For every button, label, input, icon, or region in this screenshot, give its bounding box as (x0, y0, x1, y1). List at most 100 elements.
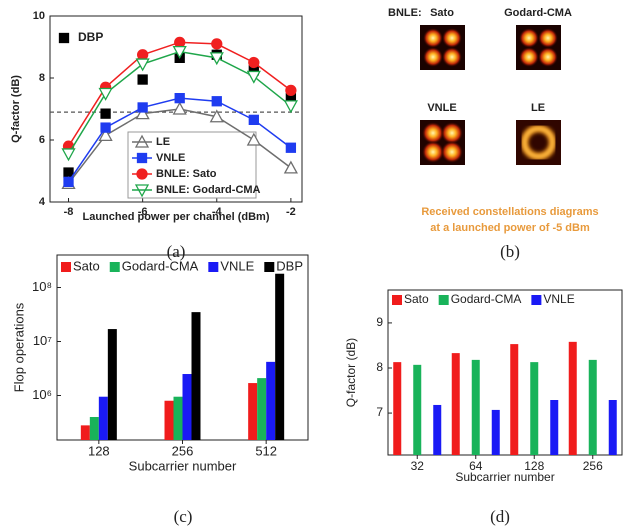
y-tick-label: 7 (376, 405, 383, 419)
caption: (d) (490, 507, 510, 526)
marker (175, 94, 184, 103)
legend-label: BNLE: Sato (156, 168, 217, 180)
bar (492, 410, 500, 455)
legend-marker (60, 34, 69, 43)
x-tick-label: 256 (583, 459, 603, 473)
diagram-title: Sato (430, 7, 454, 19)
x-tick-label: 32 (411, 459, 425, 473)
marker (175, 37, 185, 47)
legend-label: BNLE: Godard-CMA (156, 184, 261, 196)
y-tick-label: 8 (376, 360, 383, 374)
bar (609, 400, 617, 455)
legend-swatch (264, 262, 274, 272)
bar (472, 360, 480, 455)
marker (101, 109, 110, 118)
y-tick-label: 10⁶ (32, 387, 52, 402)
x-tick-label: -4 (212, 206, 223, 218)
bar (108, 329, 117, 440)
marker (138, 75, 147, 84)
legend-label: DBP (78, 30, 103, 44)
bar (530, 362, 538, 455)
y-tick-label: 10⁷ (33, 333, 52, 348)
marker (138, 50, 148, 60)
marker (174, 103, 186, 114)
bar (266, 362, 275, 440)
marker (285, 162, 297, 173)
y-tick-label: 10 (33, 10, 45, 22)
constellation (420, 25, 465, 70)
legend-label: Sato (73, 258, 100, 273)
diagram-title: VNLE (427, 102, 456, 114)
x-axis-label: Launched power per channel (dBm) (82, 211, 269, 223)
bar (550, 400, 558, 455)
marker (286, 85, 296, 95)
caption: (c) (174, 507, 193, 526)
note: Received constellations diagrams (421, 206, 598, 218)
bar (257, 378, 266, 440)
legend-label: VNLE (156, 152, 185, 164)
legend-label: Godard-CMA (122, 258, 199, 273)
marker (138, 103, 147, 112)
bar (174, 397, 183, 440)
marker (249, 115, 258, 124)
legend-swatch (61, 262, 71, 272)
bar (452, 353, 460, 455)
bar (275, 274, 284, 440)
marker (285, 101, 297, 112)
y-tick-label: 9 (376, 315, 383, 329)
diagram-title: Godard-CMA (504, 7, 572, 19)
bar (248, 383, 257, 440)
figure: BNLE: Sato Godard-CMA VNLE LE Received c… (0, 0, 633, 529)
legend-swatch (531, 295, 541, 305)
legend-label: LE (156, 136, 170, 148)
marker (212, 39, 222, 49)
bar (81, 425, 90, 440)
legend-swatch (110, 262, 120, 272)
x-tick-label: 64 (469, 459, 483, 473)
y-axis-label: Q-factor (dB) (10, 75, 22, 143)
y-tick-label: 8 (39, 72, 45, 84)
caption: (b) (500, 242, 520, 261)
legend-label: DBP (276, 258, 303, 273)
legend-label: Godard-CMA (451, 292, 522, 306)
marker (212, 97, 221, 106)
plot-frame (388, 290, 622, 455)
marker (101, 123, 110, 132)
x-axis-label: Subcarrier number (129, 458, 237, 473)
panel-b: BNLE: Sato Godard-CMA VNLE LE Received c… (388, 7, 599, 261)
bar (589, 360, 597, 455)
x-tick-label: 128 (524, 459, 544, 473)
legend-swatch (208, 262, 218, 272)
constellation (516, 120, 561, 165)
bar (393, 362, 401, 455)
bar (183, 374, 192, 440)
marker (63, 149, 75, 160)
legend-label: VNLE (220, 258, 254, 273)
x-tick-label: 128 (88, 443, 110, 458)
constellation (420, 120, 465, 165)
legend-label: VNLE (543, 292, 574, 306)
x-tick-label: 256 (172, 443, 194, 458)
y-tick-label: 4 (39, 196, 46, 208)
y-tick-label: 10⁸ (32, 279, 52, 294)
y-axis-label: Flop operations (11, 302, 26, 392)
y-axis-label: Q-factor (dB) (344, 338, 358, 407)
x-tick-label: -6 (138, 206, 148, 218)
marker (137, 59, 149, 70)
bar (90, 417, 99, 440)
x-tick-label: 512 (255, 443, 277, 458)
panel-label: BNLE: (388, 7, 422, 19)
bar (413, 365, 421, 455)
marker (64, 177, 73, 186)
x-tick-label: -2 (286, 206, 296, 218)
bar (192, 312, 201, 440)
legend-swatch (392, 295, 402, 305)
x-tick-label: -8 (64, 206, 74, 218)
note: at a launched power of -5 dBm (430, 222, 590, 234)
bar (433, 405, 441, 455)
marker (64, 168, 73, 177)
bar (510, 344, 518, 455)
marker (249, 58, 259, 68)
marker (248, 71, 260, 82)
legend-label: Sato (404, 292, 429, 306)
